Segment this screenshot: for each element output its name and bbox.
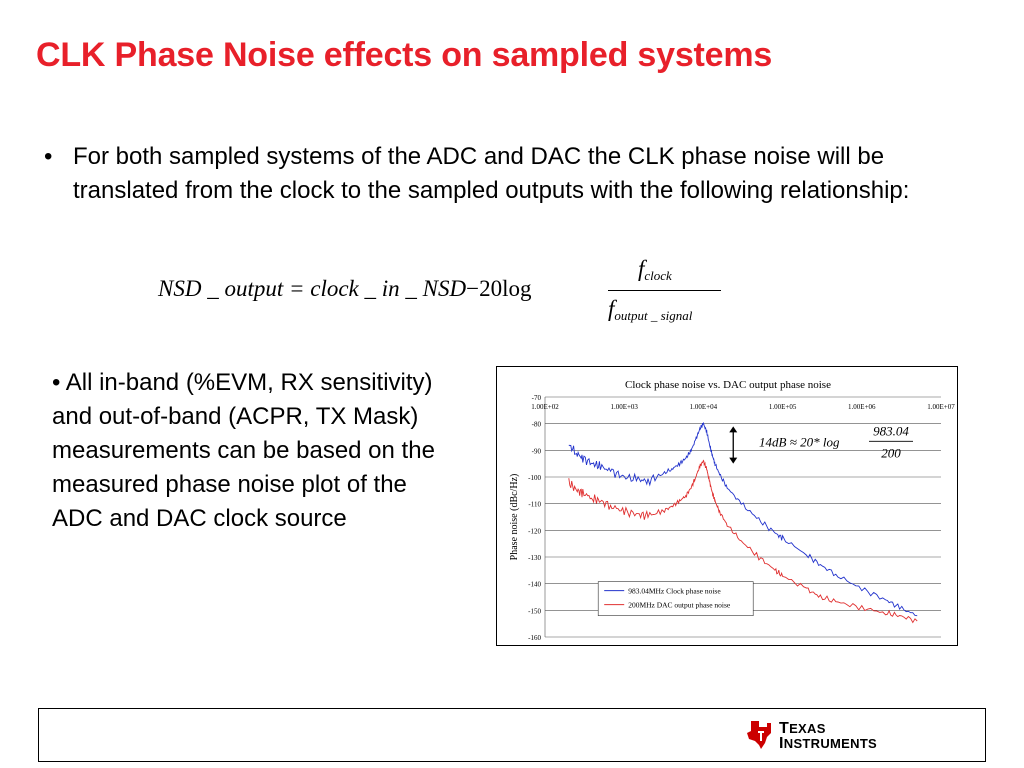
phase-noise-chart: Clock phase noise vs. DAC output phase n… [496,366,958,646]
x-tick-labels: 1.00E+02 1.00E+03 1.00E+04 1.00E+05 1.00E+06… [531,403,955,411]
x-tick-label: 1.00E+07 [927,403,955,411]
legend-entry: 983.04MHz Clock phase noise [628,587,721,596]
ti-state-icon [747,721,771,749]
phase-noise-plot: Clock phase noise vs. DAC output phase n… [509,379,955,642]
y-tick-labels: -70 -80 -90 -100 -110 -120 -130 -140 -150 -160 [528,394,541,642]
denominator-var: f [608,296,615,321]
legend: 983.04MHz Clock phase noise 200MHz DAC ou… [597,581,754,616]
annotation-arrow-up [729,426,738,433]
y-tick-label: -140 [528,581,541,589]
formula-expression: NSD _ output = clock _ in _ NSD [158,276,467,301]
y-tick-label: -130 [528,554,541,562]
legend-entry: 200MHz DAC output phase noise [628,601,731,610]
formula-coefficient: 20 [479,276,503,301]
chart-title: Clock phase noise vs. DAC output phase n… [625,379,831,391]
y-tick-label: -150 [528,607,541,615]
annotation: 14dB ≈ 20* log 983.04 200 [729,423,913,464]
annotation-numerator: 983.04 [873,423,909,438]
annotation-lhs: 14dB ≈ 20* log [759,434,840,449]
bullet-text: For both sampled systems of the ADC and … [73,143,910,204]
x-tick-label: 1.00E+03 [610,403,638,411]
legend-box [597,581,754,616]
footer-bar: TEXAS INSTRUMENTS [38,708,986,762]
y-tick-label: -120 [528,527,541,535]
series-lines [568,421,918,624]
slide-title: CLK Phase Noise effects on sampled syste… [36,36,773,74]
y-tick-label: -90 [532,447,542,455]
x-tick-label: 1.00E+05 [769,403,797,411]
bullet-measurements: • All in-band (%EVM, RX sensitivity) and… [52,369,435,532]
numerator-var: f [638,256,645,281]
bullet-marker: • [44,143,53,170]
annotation-arrow-down [729,457,738,464]
denominator-sub: output _ signal [614,308,693,323]
ti-wordmark-line2: INSTRUMENTS [779,735,878,752]
y-tick-label: -160 [528,634,541,642]
formula-denominator: foutput _ signal [608,296,693,323]
x-tick-label: 1.00E+06 [848,403,876,411]
numerator-sub: clock [644,268,672,283]
x-tick-label: 1.00E+04 [690,403,718,411]
y-tick-label: -70 [532,394,542,402]
x-tick-label: 1.00E+02 [531,403,559,411]
annotation-denominator: 200 [881,445,901,460]
dac-phase-noise-line [568,459,918,624]
formula-minus: − [466,276,480,301]
formula-numerator: fclock [638,256,672,283]
bullet-clk-translation: • For both sampled systems of the ADC an… [44,140,964,208]
y-tick-label: -100 [528,474,541,482]
y-axis-label: Phase noise (dBc/Hz) [509,474,520,561]
y-tick-label: -110 [528,501,541,509]
formula-log: log [502,276,532,301]
y-tick-label: -80 [532,421,542,429]
ti-logo: TEXAS INSTRUMENTS [745,717,885,753]
ti-wordmark-line1: TEXAS [779,720,826,737]
clock-phase-noise-line [568,421,918,617]
fraction-bar [608,290,721,291]
formula-lhs: NSD _ output = clock _ in _ NSD−20log [158,276,531,302]
